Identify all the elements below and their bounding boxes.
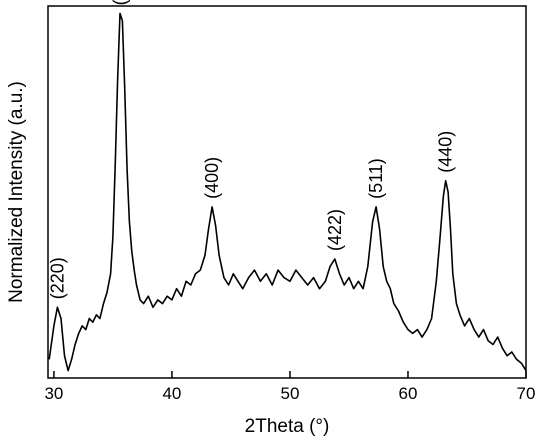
- x-ticks: 30 40 50 60 70: [44, 371, 535, 403]
- x-tick-label: 30: [44, 384, 63, 403]
- peak-label: (511): [366, 158, 386, 199]
- plot-frame: [47, 5, 527, 379]
- x-axis-label: 2Theta (°): [245, 416, 330, 437]
- peak-label: (220): [47, 257, 67, 299]
- peak-label: (400): [202, 157, 222, 199]
- x-tick-label: 60: [399, 384, 418, 403]
- x-tick-label: 40: [162, 384, 181, 403]
- peak-label: (311): [110, 0, 130, 5]
- peak-label: (422): [325, 209, 345, 251]
- x-tick-label: 50: [280, 384, 299, 403]
- peak-annotations: (220) (311) (400) (422) (511) (440): [47, 0, 455, 299]
- series-line: [48, 12, 527, 372]
- x-tick-label: 70: [517, 384, 536, 403]
- y-axis-label: Normalized Intensity (a.u.): [6, 81, 27, 303]
- peak-label: (440): [436, 131, 456, 173]
